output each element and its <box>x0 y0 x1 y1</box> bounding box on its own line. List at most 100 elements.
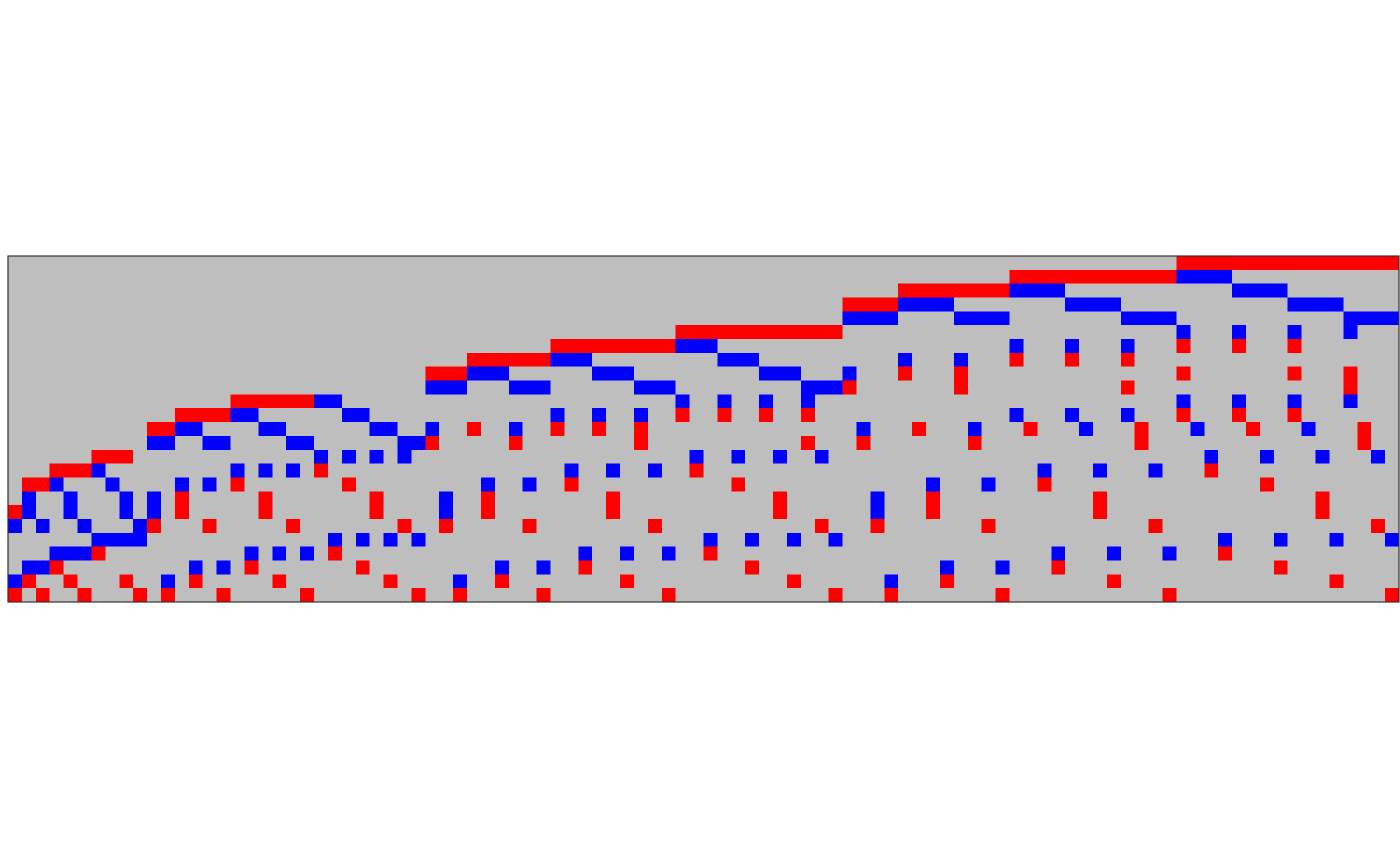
cell-red-r3-c60 <box>842 297 899 312</box>
cell-blue-r7-c51 <box>717 352 760 367</box>
cell-red-r18-c94 <box>1315 505 1330 519</box>
cell-blue-r4-c68 <box>953 311 1010 326</box>
cell-red-r1-c72 <box>1009 269 1177 284</box>
cell-red-r24-c99 <box>1385 588 1399 602</box>
cell-blue-r11-c42 <box>592 408 607 423</box>
cell-blue-r21-c83 <box>1162 546 1177 561</box>
cell-blue-r10-c48 <box>675 394 690 409</box>
cell-blue-r13-c20 <box>286 435 315 450</box>
cell-blue-r15-c78 <box>1092 463 1107 478</box>
cell-red-r6-c92 <box>1287 339 1302 353</box>
cell-blue-r15-c74 <box>1037 463 1052 478</box>
cell-red-r23-c8 <box>119 574 134 589</box>
cell-red-r24-c2 <box>35 588 50 602</box>
cell-blue-r20-c59 <box>828 532 843 547</box>
cell-red-r19-c46 <box>647 518 662 533</box>
cell-blue-r11-c24 <box>341 408 370 423</box>
cell-blue-r18-c62 <box>870 505 885 519</box>
cell-blue-r20-c25 <box>355 532 370 547</box>
cell-blue-r6-c72 <box>1009 339 1024 353</box>
cell-red-r18-c34 <box>480 505 495 519</box>
cell-blue-r7-c68 <box>953 352 968 367</box>
cell-red-r14-c6 <box>91 449 134 464</box>
cell-blue-r15-c20 <box>286 463 301 478</box>
cell-blue-r16-c3 <box>49 477 64 492</box>
cell-red-r18-c18 <box>258 505 273 519</box>
cell-blue-r20-c99 <box>1385 532 1399 547</box>
cell-red-r8-c84 <box>1176 366 1191 381</box>
cell-red-r15-c3 <box>49 463 92 478</box>
cell-blue-r13-c10 <box>147 435 175 450</box>
cell-red-r7-c33 <box>467 352 551 367</box>
cell-blue-r21-c17 <box>244 546 259 561</box>
cell-red-r11-c12 <box>174 408 231 423</box>
cell-red-r24-c47 <box>661 588 676 602</box>
cell-blue-r14-c86 <box>1204 449 1219 464</box>
cell-red-r12-c45 <box>633 422 648 436</box>
cell-red-r17-c66 <box>926 491 940 506</box>
cell-red-r21-c6 <box>91 546 106 561</box>
cell-red-r12-c97 <box>1357 422 1372 436</box>
cell-blue-r16-c12 <box>174 477 189 492</box>
cell-blue-r2-c88 <box>1232 283 1288 298</box>
cell-red-r16-c90 <box>1259 477 1274 492</box>
cell-red-r24-c15 <box>216 588 231 602</box>
cell-red-r24-c0 <box>8 588 22 602</box>
cell-red-r13-c69 <box>967 435 982 450</box>
cell-blue-r12-c18 <box>258 422 287 436</box>
cell-red-r18-c0 <box>8 505 22 519</box>
cell-red-r13-c61 <box>856 435 871 450</box>
cell-blue-r15-c16 <box>230 463 245 478</box>
cell-red-r11-c84 <box>1176 408 1191 423</box>
cell-blue-r16-c14 <box>202 477 217 492</box>
cell-red-r22-c41 <box>578 560 593 575</box>
cell-blue-r21-c41 <box>578 546 593 561</box>
cell-blue-r7-c64 <box>898 352 913 367</box>
cell-red-r17-c12 <box>174 491 189 506</box>
cell-blue-r10-c84 <box>1176 394 1191 409</box>
cell-red-r17-c94 <box>1315 491 1330 506</box>
cell-red-r11-c57 <box>800 408 815 423</box>
cell-blue-r20-c29 <box>411 532 426 547</box>
cell-red-r23-c4 <box>63 574 78 589</box>
cell-blue-r15-c18 <box>258 463 273 478</box>
cell-blue-r17-c8 <box>119 491 134 506</box>
cell-red-r19-c58 <box>814 518 829 533</box>
cell-blue-r21-c79 <box>1106 546 1121 561</box>
cell-blue-r21-c44 <box>620 546 634 561</box>
cell-blue-r12-c36 <box>508 422 523 436</box>
cell-blue-r14-c90 <box>1259 449 1274 464</box>
cell-red-r13-c81 <box>1134 435 1149 450</box>
cell-red-r23-c67 <box>939 574 954 589</box>
cell-blue-r20-c27 <box>383 532 398 547</box>
cell-red-r11-c92 <box>1287 408 1302 423</box>
cell-blue-r15-c82 <box>1148 463 1163 478</box>
cell-blue-r19-c0 <box>8 518 22 533</box>
cell-blue-r7-c39 <box>550 352 593 367</box>
cell-blue-r21-c3 <box>49 546 92 561</box>
cell-red-r16-c16 <box>230 477 245 492</box>
cell-blue-r15-c6 <box>91 463 106 478</box>
cell-red-r8-c30 <box>425 366 468 381</box>
cell-blue-r12-c12 <box>174 422 203 436</box>
cell-blue-r12-c30 <box>425 422 440 436</box>
cell-red-r21-c87 <box>1218 546 1233 561</box>
cell-blue-r14-c22 <box>314 449 328 464</box>
cell-blue-r13-c14 <box>202 435 231 450</box>
cell-red-r12-c73 <box>1023 422 1038 436</box>
cell-blue-r22-c15 <box>216 560 231 575</box>
cell-red-r19-c62 <box>870 518 885 533</box>
cell-red-r18-c66 <box>926 505 940 519</box>
cell-blue-r16-c34 <box>480 477 495 492</box>
cell-red-r19-c10 <box>147 518 162 533</box>
cell-blue-r9-c30 <box>425 380 468 395</box>
cell-red-r6-c84 <box>1176 339 1191 353</box>
cell-blue-r12-c77 <box>1079 422 1093 436</box>
cell-blue-r22-c35 <box>494 560 509 575</box>
cell-blue-r17-c4 <box>63 491 78 506</box>
cell-blue-r4-c80 <box>1120 311 1177 326</box>
cell-blue-r21-c19 <box>272 546 287 561</box>
cell-red-r16-c74 <box>1037 477 1052 492</box>
cell-blue-r21-c47 <box>661 546 676 561</box>
